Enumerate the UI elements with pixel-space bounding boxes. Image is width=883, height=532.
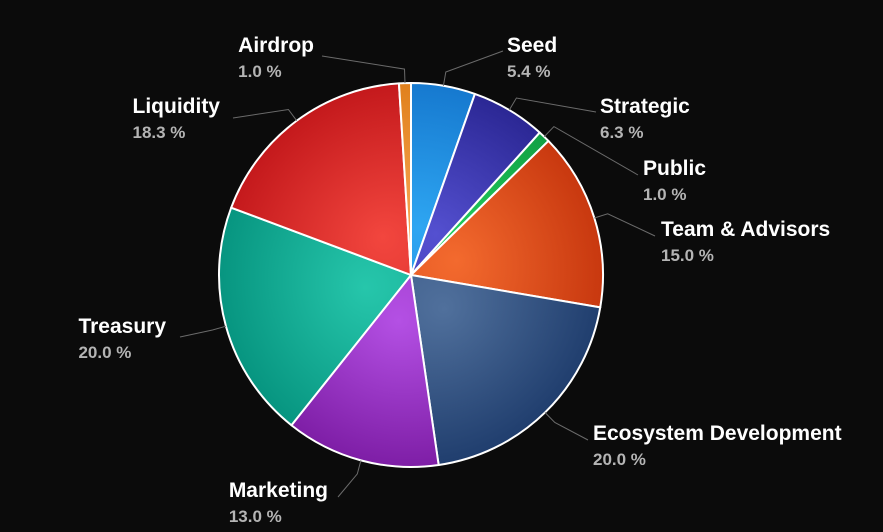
slice-label-strategic: Strategic bbox=[600, 95, 690, 118]
slice-label-liquidity: Liquidity bbox=[133, 95, 221, 118]
labels-layer: Seed 5.4 % Strategic 6.3 %Public 1.0 % Team &… bbox=[78, 34, 841, 526]
pie-slice-treasury[interactable] bbox=[217, 206, 412, 427]
leader-line-marketing bbox=[337, 460, 362, 498]
slice-label-ecosystem-development: Ecosystem Development bbox=[593, 422, 842, 445]
slice-percent-strategic: 6.3 % bbox=[600, 123, 643, 142]
leader-lines-layer bbox=[179, 50, 656, 498]
slice-percent-liquidity: 18.3 % bbox=[133, 123, 186, 142]
slice-label-airdrop: Airdrop bbox=[238, 34, 314, 57]
leader-line-ecosystem-development bbox=[544, 412, 589, 441]
leader-line-public bbox=[543, 125, 639, 176]
slice-percent-seed: 5.4 % bbox=[507, 62, 550, 81]
slice-label-public: Public bbox=[643, 157, 706, 180]
leader-line-team-and-advisors bbox=[594, 213, 656, 237]
leader-line-treasury bbox=[179, 325, 227, 338]
slice-percent-treasury: 20.0 % bbox=[78, 343, 131, 362]
slice-percent-airdrop: 1.0 % bbox=[238, 62, 281, 81]
slice-percent-marketing: 13.0 % bbox=[229, 507, 282, 526]
slice-label-treasury: Treasury bbox=[78, 315, 166, 338]
slice-percent-team-and-advisors: 15.0 % bbox=[661, 246, 714, 265]
leader-line-seed bbox=[442, 50, 504, 86]
slice-percent-ecosystem-development: 20.0 % bbox=[593, 450, 646, 469]
leader-line-liquidity bbox=[232, 108, 298, 121]
slice-label-marketing: Marketing bbox=[229, 479, 328, 502]
pie-slice-ecosystem-development[interactable] bbox=[410, 274, 602, 466]
slice-label-team-and-advisors: Team & Advisors bbox=[661, 218, 830, 241]
pie-slice-liquidity[interactable] bbox=[230, 82, 412, 276]
leader-line-strategic bbox=[508, 97, 597, 113]
pie-slice-marketing[interactable] bbox=[290, 274, 440, 468]
slices-layer bbox=[217, 82, 604, 468]
slice-percent-public: 1.0 % bbox=[643, 185, 686, 204]
leader-line-airdrop bbox=[321, 55, 406, 84]
slice-label-seed: Seed bbox=[507, 34, 557, 57]
